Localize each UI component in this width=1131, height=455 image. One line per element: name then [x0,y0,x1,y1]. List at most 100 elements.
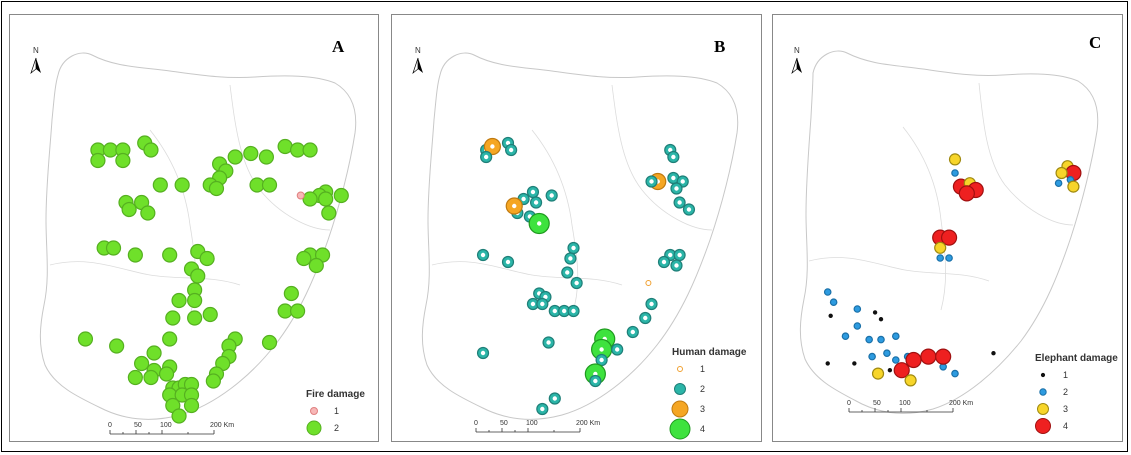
damage-point-class-2 [140,205,156,221]
damage-point-class-1 [872,310,878,315]
damage-point-class-3 [871,367,885,380]
damage-point-class-2 [187,310,203,326]
points-b [476,136,696,416]
damage-point-center [546,340,551,345]
region-outline [799,50,1099,414]
damage-point-center [505,140,511,146]
damage-point-center [649,301,654,307]
damage-point-class-1 [828,313,833,318]
damage-point-class-3 [1067,180,1080,193]
legend-label-3: 3 [700,404,705,414]
damage-point-class-2 [841,332,850,341]
damage-point-center [552,396,557,401]
damage-point-class-1 [645,280,652,286]
damage-point-center [540,406,545,412]
legend-label-2: 2 [334,423,339,433]
damage-point-class-1 [852,361,857,366]
north-label: N [415,46,421,55]
damage-point-class-2 [321,205,337,221]
legend-b: Human damage 1 2 3 4 [669,347,747,440]
damage-point-class-2 [190,268,206,284]
points-c [823,153,1082,387]
damage-point-class-2 [333,187,349,204]
damage-point-class-2 [143,142,159,158]
damage-point-class-2 [208,180,225,197]
damage-point-class-2 [158,366,175,382]
damage-point-class-2 [261,334,278,351]
map-c-svg: C N Elephant damage 1 2 3 4 0 50 100 200 Km [791,33,1118,434]
panel-letter: A [332,37,345,56]
north-arrow: N [412,46,423,75]
damage-point-center [543,294,548,300]
scale-bar-line [475,428,581,433]
panel-letter: B [714,37,725,56]
legend-label-1: 1 [334,406,339,416]
legend-symbol-3 [671,400,689,418]
map-panel-a: A N Fire damage 1 2 0 50 100 200 Km [9,14,379,442]
damage-point-class-2 [174,177,190,193]
scale-bar: 0 50 100 200 Km [108,422,234,435]
legend-symbol-4 [1035,418,1051,434]
damage-point-center [508,147,514,153]
damage-point-center [674,186,679,191]
damage-point-class-2 [308,257,324,274]
damage-point-center [677,252,682,258]
damage-point-class-2 [823,288,832,296]
damage-point-center [649,179,654,184]
damage-point-center [668,147,673,153]
damage-point-class-4 [893,362,910,379]
damage-point-center [565,270,570,275]
damage-point-center [571,245,576,251]
damage-point-class-2 [865,335,873,344]
damage-point-class-2 [134,355,150,372]
legend-title: Elephant damage [1035,353,1118,364]
damage-point-center [568,256,573,261]
scale-label: 50 [134,422,142,429]
damage-point-class-2 [936,254,945,262]
legend-label-1: 1 [1063,370,1068,380]
legend-symbol-2 [674,383,686,395]
scale-label: 50 [500,420,508,427]
scale-label: 0 [108,422,112,429]
damage-point-class-2 [127,369,143,386]
scale-bar: 0 50 100 200 Km [474,420,600,433]
damage-point-class-2 [892,356,900,364]
damage-point-class-1 [296,191,305,200]
damage-point-center [552,308,557,314]
scale-bar-line [109,430,215,435]
scale-label: 200 Km [210,422,234,429]
damage-point-center [593,378,598,384]
damage-point-center [505,259,511,265]
damage-point-class-2 [183,397,200,414]
damage-point-center [661,259,667,265]
legend-symbol-1 [677,366,683,372]
damage-point-class-4 [940,229,958,246]
legend-symbol-1 [310,407,318,415]
internal-boundary-3 [431,261,623,286]
map-panel-b: B N Human damage 1 2 3 4 0 50 100 200 Km [391,14,762,442]
damage-point-class-2 [258,149,274,165]
damage-point-class-2 [853,322,862,330]
map-panel-c: C N Elephant damage 1 2 3 4 0 50 100 200 Km [772,14,1123,442]
damage-point-class-2 [318,191,334,207]
scale-bar-line [848,408,954,413]
north-arrow: N [30,46,41,75]
legend-symbol-2 [1039,388,1047,396]
damage-point-class-2 [877,335,885,344]
scale-label: 100 [160,422,172,429]
damage-point-center [512,203,517,209]
damage-point-class-2 [202,306,218,323]
legend-symbol-3 [1037,403,1049,415]
damage-point-center [615,347,620,352]
damage-point-center [630,329,635,335]
north-label: N [794,46,800,55]
damage-point-center [480,350,486,356]
damage-point-center [537,221,542,226]
damage-point-class-2 [302,142,318,158]
damage-point-class-1 [878,317,884,322]
damage-point-class-2 [90,152,106,169]
damage-point-class-2 [77,331,94,347]
damage-point-class-2 [171,292,187,309]
scale-label: 200 Km [949,400,973,407]
